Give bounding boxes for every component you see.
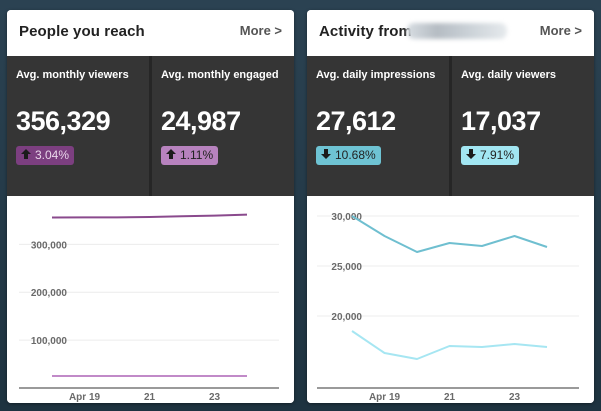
stat-divider (149, 56, 152, 196)
y-tick-label: 100,000 (31, 336, 68, 347)
card-header: People you reach More > (7, 10, 294, 57)
card-title: People you reach (19, 23, 145, 40)
line-chart-activity: 30,000 25,000 20,000 Apr 19 21 23 (307, 196, 594, 403)
chart-svg: 300,000 200,000 100,000 Apr 19 21 23 (19, 213, 279, 403)
series-line-1 (51, 213, 248, 219)
stat-value: 17,037 (461, 106, 541, 136)
stat-divider (449, 56, 452, 196)
stat-avg-monthly-viewers: Avg. monthly viewers 356,329 3.04% (7, 56, 149, 196)
change-badge: 10.68% (316, 146, 381, 165)
change-badge: 3.04% (16, 146, 75, 165)
card-people-you-reach: People you reach More > Avg. monthly vie… (7, 10, 294, 403)
y-tick-label: 300,000 (31, 240, 68, 251)
y-tick-label: 30,000 (331, 212, 362, 223)
stat-label: Avg. daily impressions (316, 69, 436, 81)
y-tick-label: 200,000 (31, 288, 68, 299)
y-tick-label: 25,000 (331, 262, 362, 273)
x-tick-label: 23 (509, 392, 521, 403)
stat-label: Avg. monthly viewers (16, 69, 129, 81)
stat-avg-daily-viewers: Avg. daily viewers 17,037 7.91% (452, 56, 594, 196)
stat-label: Avg. monthly engaged (161, 69, 279, 81)
x-tick-label: Apr 19 (69, 392, 101, 403)
stat-avg-monthly-engaged: Avg. monthly engaged 24,987 1.11% (152, 56, 294, 196)
stat-value: 356,329 (16, 106, 111, 136)
change-value: 1.11% (180, 148, 214, 162)
stats-panel: Avg. monthly viewers 356,329 3.04% Avg. … (7, 56, 294, 196)
stat-value: 27,612 (316, 106, 396, 136)
chart-svg: 30,000 25,000 20,000 Apr 19 21 23 (317, 212, 579, 403)
x-tick-label: 23 (209, 392, 221, 403)
change-badge: 7.91% (461, 146, 520, 165)
change-value: 3.04% (35, 148, 70, 162)
redacted-company-name (407, 23, 507, 39)
x-tick-label: Apr 19 (369, 392, 401, 403)
change-value: 7.91% (480, 148, 515, 162)
stat-avg-daily-impressions: Avg. daily impressions 27,612 10.68% (307, 56, 449, 196)
arrow-down-icon (466, 149, 476, 159)
x-tick-label: 21 (144, 392, 156, 403)
series-line-1 (351, 215, 548, 253)
arrow-down-icon (321, 149, 331, 159)
series-line-2 (351, 330, 548, 360)
change-badge: 1.11% (161, 146, 219, 165)
y-tick-label: 20,000 (331, 312, 362, 323)
card-header: Activity from More > (307, 10, 594, 57)
stats-panel: Avg. daily impressions 27,612 10.68% Avg… (307, 56, 594, 196)
card-activity: Activity from More > Avg. daily impressi… (307, 10, 594, 403)
more-link[interactable]: More > (539, 23, 582, 38)
stat-value: 24,987 (161, 106, 241, 136)
arrow-up-icon (21, 149, 31, 159)
line-chart-reach: 300,000 200,000 100,000 Apr 19 21 23 (7, 196, 294, 403)
x-tick-label: 21 (444, 392, 456, 403)
change-value: 10.68% (335, 148, 376, 162)
stat-label: Avg. daily viewers (461, 69, 556, 81)
more-link[interactable]: More > (239, 23, 282, 38)
arrow-up-icon (166, 149, 176, 159)
card-title: Activity from (319, 23, 412, 40)
